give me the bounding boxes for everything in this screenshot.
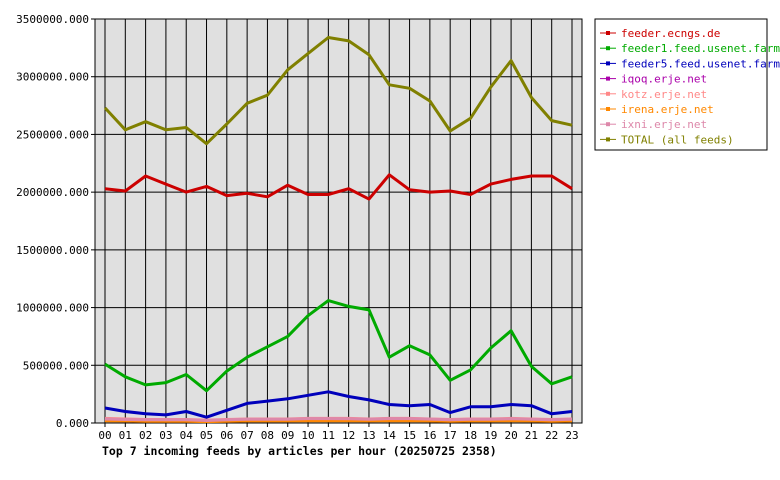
x-tick-label: 05 xyxy=(200,429,213,442)
legend-label: TOTAL (all feeds) xyxy=(621,133,734,146)
legend-label: irena.erje.net xyxy=(621,103,714,116)
x-tick-label: 12 xyxy=(342,429,355,442)
legend-marker xyxy=(606,137,610,142)
y-tick-label: 3500000.000 xyxy=(16,13,89,26)
x-tick-label: 20 xyxy=(504,429,517,442)
x-tick-label: 07 xyxy=(241,429,254,442)
x-tick-label: 14 xyxy=(383,429,397,442)
x-tick-label: 19 xyxy=(484,429,497,442)
y-axis-ticks: 0.000 500000.000 1000000.000 1500000.000 200… xyxy=(16,13,95,430)
x-tick-label: 11 xyxy=(322,429,335,442)
series-line-7 xyxy=(103,36,573,146)
legend-label: feeder1.feed.usenet.farm xyxy=(621,42,780,55)
series-line-1 xyxy=(104,299,573,393)
x-tick-label: 06 xyxy=(220,429,233,442)
y-tick-label: 2500000.000 xyxy=(16,128,89,141)
x-tick-label: 10 xyxy=(301,429,314,442)
series-line-2 xyxy=(104,390,573,419)
x-tick-label: 08 xyxy=(261,429,274,442)
legend-marker xyxy=(606,107,610,111)
x-tick-label: 18 xyxy=(464,429,477,442)
legend-marker xyxy=(606,91,610,96)
legend-marker xyxy=(606,76,610,81)
legend-marker xyxy=(606,122,610,127)
series-line-6 xyxy=(104,417,573,422)
series-lines xyxy=(103,36,573,424)
x-tick-label: 03 xyxy=(159,429,172,442)
x-tick-label: 00 xyxy=(98,429,111,442)
x-tick-label: 01 xyxy=(119,429,132,442)
y-tick-label: 2000000.000 xyxy=(16,186,89,199)
y-tick-label: 1500000.000 xyxy=(16,244,89,257)
chart-title: Top 7 incoming feeds by articles per hou… xyxy=(102,444,497,458)
x-tick-label: 02 xyxy=(139,429,152,442)
plot-background xyxy=(94,18,583,424)
legend-label: ixni.erje.net xyxy=(621,118,707,131)
x-tick-label: 21 xyxy=(525,429,538,442)
x-tick-label: 09 xyxy=(281,429,294,442)
legend-marker xyxy=(606,61,610,66)
x-tick-label: 22 xyxy=(545,429,558,442)
legend-label: iqoq.erje.net xyxy=(621,73,707,86)
legend-marker xyxy=(606,46,610,51)
legend-label: feeder.ecngs.de xyxy=(621,27,720,40)
legend-label: feeder5.feed.usenet.farm xyxy=(621,57,780,70)
x-tick-label: 04 xyxy=(180,429,194,442)
series-line-0 xyxy=(104,173,573,201)
x-axis-ticks: 00 01 02 03 04 05 06 07 08 09 10 11 12 13 14 15 16 17 18 19… xyxy=(98,423,579,442)
y-tick-label: 3000000.000 xyxy=(16,71,89,84)
y-tick-label: 500000.000 xyxy=(23,359,89,372)
legend-label: kotz.erje.net xyxy=(621,88,707,101)
y-tick-label: 0.000 xyxy=(56,417,89,430)
x-tick-label: 23 xyxy=(565,429,578,442)
legend: feeder.ecngs.de feeder1.feed.usenet.farm f… xyxy=(594,18,780,151)
y-tick-label: 1000000.000 xyxy=(16,302,89,315)
x-tick-label: 17 xyxy=(444,429,457,442)
grid xyxy=(95,18,582,424)
x-tick-label: 15 xyxy=(403,429,416,442)
x-tick-label: 13 xyxy=(362,429,375,442)
legend-marker xyxy=(606,31,610,35)
x-tick-label: 16 xyxy=(423,429,436,442)
legend-box xyxy=(594,18,768,151)
